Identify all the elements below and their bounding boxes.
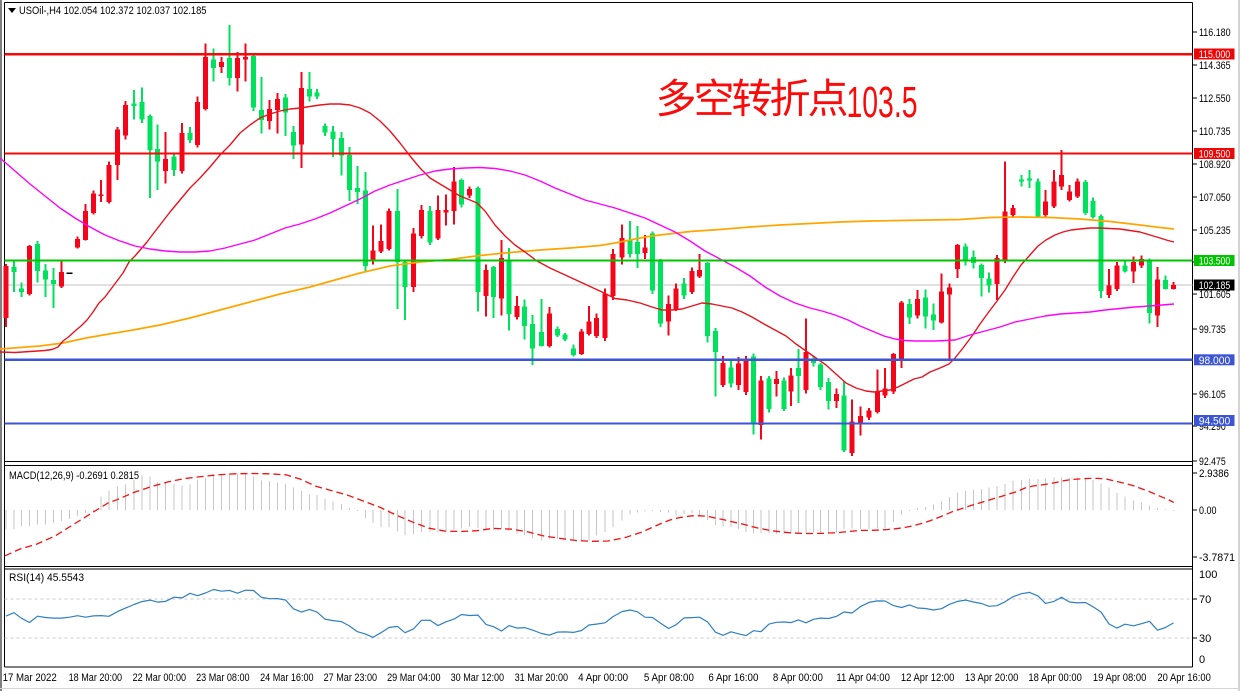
svg-text:103.5: 103.5 — [847, 78, 918, 127]
svg-text:110.735: 110.735 — [1199, 126, 1231, 138]
svg-text:20 Apr 16:00: 20 Apr 16:00 — [1157, 672, 1211, 684]
svg-text:5 Apr 08:00: 5 Apr 08:00 — [644, 672, 694, 684]
svg-text:8 Apr 00:00: 8 Apr 00:00 — [773, 672, 823, 684]
svg-text:100: 100 — [1199, 569, 1217, 581]
svg-text:94.500: 94.500 — [1199, 416, 1231, 428]
svg-text:30 Mar 12:00: 30 Mar 12:00 — [451, 672, 505, 684]
svg-text:4 Apr 00:00: 4 Apr 00:00 — [578, 672, 628, 684]
svg-text:11 Apr 04:00: 11 Apr 04:00 — [836, 672, 890, 684]
svg-text:0.00: 0.00 — [1199, 505, 1217, 517]
svg-text:17 Mar 2022: 17 Mar 2022 — [3, 672, 57, 684]
svg-text:105.235: 105.235 — [1199, 225, 1231, 237]
svg-text:102.185: 102.185 — [1199, 280, 1231, 292]
svg-text:31 Mar 20:00: 31 Mar 20:00 — [515, 672, 569, 684]
svg-text:29 Mar 04:00: 29 Mar 04:00 — [387, 672, 441, 684]
svg-text:MACD(12,26,9) -0.2691 0.2815: MACD(12,26,9) -0.2691 0.2815 — [9, 470, 139, 482]
svg-text:23 Mar 08:00: 23 Mar 08:00 — [196, 672, 250, 684]
svg-text:70: 70 — [1199, 594, 1211, 606]
svg-text:USOil-,H4 102.054 102.372 102: USOil-,H4 102.054 102.372 102.037 102.18… — [19, 5, 207, 17]
svg-text:19 Apr 08:00: 19 Apr 08:00 — [1093, 672, 1147, 684]
svg-text:112.550: 112.550 — [1199, 93, 1231, 105]
svg-text:114.365: 114.365 — [1199, 60, 1231, 72]
svg-text:101.605: 101.605 — [1199, 289, 1231, 301]
svg-text:98.000: 98.000 — [1199, 355, 1231, 367]
svg-text:12 Apr 12:00: 12 Apr 12:00 — [901, 672, 955, 684]
svg-text:24 Mar 16:00: 24 Mar 16:00 — [260, 672, 314, 684]
svg-text:107.050: 107.050 — [1199, 192, 1231, 204]
svg-text:2.9386: 2.9386 — [1199, 468, 1229, 480]
svg-text:22 Mar 00:00: 22 Mar 00:00 — [133, 672, 187, 684]
svg-text:96.105: 96.105 — [1199, 389, 1226, 401]
svg-text:RSI(14) 45.5543: RSI(14) 45.5543 — [9, 572, 84, 584]
svg-text:108.920: 108.920 — [1199, 159, 1231, 171]
svg-text:13 Apr 20:00: 13 Apr 20:00 — [965, 672, 1019, 684]
svg-text:99.735: 99.735 — [1199, 324, 1226, 336]
svg-text:115.000: 115.000 — [1199, 49, 1231, 61]
svg-text:92.475: 92.475 — [1199, 456, 1226, 468]
svg-text:103.500: 103.500 — [1199, 256, 1231, 268]
svg-text:18 Apr 00:00: 18 Apr 00:00 — [1028, 672, 1082, 684]
svg-text:6 Apr 16:00: 6 Apr 16:00 — [708, 672, 758, 684]
svg-text:30: 30 — [1199, 633, 1211, 645]
svg-text:0: 0 — [1199, 654, 1205, 666]
svg-text:109.500: 109.500 — [1199, 149, 1231, 161]
svg-text:27 Mar 23:00: 27 Mar 23:00 — [324, 672, 378, 684]
svg-text:-3.7871: -3.7871 — [1199, 552, 1235, 564]
svg-text:18 Mar 20:00: 18 Mar 20:00 — [69, 672, 123, 684]
svg-text:116.180: 116.180 — [1199, 27, 1231, 39]
